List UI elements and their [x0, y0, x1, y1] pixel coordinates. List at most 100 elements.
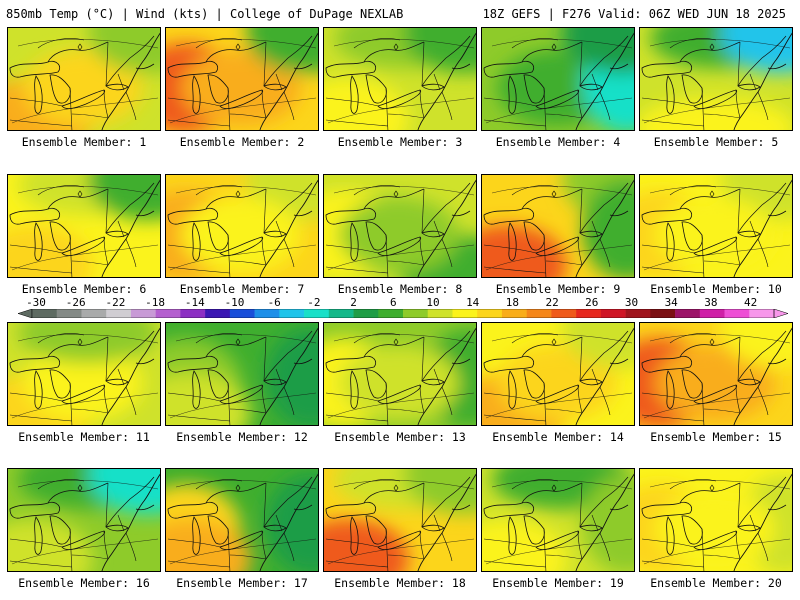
colorbar-tick-label: -10: [224, 296, 245, 309]
temperature-field: [166, 28, 318, 130]
ensemble-member-map: [323, 468, 477, 572]
colorbar-swatch: [353, 309, 379, 318]
ensemble-member-label: Ensemble Member: 5: [653, 135, 779, 149]
colorbar-tick-label: 30: [624, 296, 639, 309]
temperature-field: [8, 28, 160, 130]
colorbar-swatch: [551, 309, 577, 318]
ensemble-member-map: [639, 468, 793, 572]
colorbar-swatch: [526, 309, 552, 318]
ensemble-member-map: [481, 322, 635, 426]
colorbar-tick-label: 18: [505, 296, 520, 309]
ensemble-member-map: [7, 468, 161, 572]
colorbar-swatch: [81, 309, 107, 318]
ensemble-member-map: [323, 174, 477, 278]
colorbar-tick-label: -6: [267, 296, 281, 309]
colorbar-tick-label: -30: [26, 296, 46, 309]
colorbar-tick-label: 42: [743, 296, 758, 309]
colorbar-tick-label: 14: [466, 296, 480, 309]
ensemble-member-label: Ensemble Member: 6: [21, 282, 147, 296]
colorbar-swatch: [675, 309, 701, 318]
colorbar-swatch: [205, 309, 231, 318]
colorbar-swatch: [501, 309, 527, 318]
temperature-field: [482, 323, 634, 425]
colorbar-swatch: [328, 309, 354, 318]
ensemble-member-label: Ensemble Member: 2: [179, 135, 305, 149]
temperature-field: [640, 323, 792, 425]
colorbar-swatch: [106, 309, 132, 318]
ensemble-member-label: Ensemble Member: 3: [337, 135, 463, 149]
ensemble-member-label: Ensemble Member: 8: [337, 282, 463, 296]
ensemble-member-map: [165, 174, 319, 278]
colorbar-swatch: [32, 309, 58, 318]
ensemble-member-label: Ensemble Member: 14: [492, 430, 624, 444]
temperature-field: [8, 323, 160, 425]
colorbar-tick-label: -14: [184, 296, 205, 309]
temperature-field: [640, 28, 792, 130]
temperature-field: [640, 175, 792, 277]
colorbar-tick-label: 6: [389, 296, 397, 309]
colorbar-tick-label: -2: [307, 296, 321, 309]
temperature-field: [324, 469, 476, 571]
ensemble-member-map: [323, 27, 477, 131]
colorbar-swatch: [155, 309, 181, 318]
colorbar-swatch: [378, 309, 404, 318]
colorbar-swatch: [180, 309, 206, 318]
colorbar-swatch: [699, 309, 725, 318]
colorbar-swatch: [403, 309, 429, 318]
temperature-field: [166, 323, 318, 425]
colorbar-swatch: [576, 309, 602, 318]
colorbar-swatch: [477, 309, 503, 318]
ensemble-member-label: Ensemble Member: 10: [650, 282, 782, 296]
colorbar-swatch: [229, 309, 255, 318]
temperature-field: [8, 175, 160, 277]
ensemble-member-map: [639, 322, 793, 426]
colorbar-swatch: [749, 309, 775, 318]
temperature-field: [482, 469, 634, 571]
colorbar-swatch: [625, 309, 651, 318]
colorbar-swatch: [452, 309, 478, 318]
ensemble-member-map: [7, 27, 161, 131]
ensemble-member-map: [165, 468, 319, 572]
ensemble-member-label: Ensemble Member: 20: [650, 576, 782, 590]
colorbar-swatch: [650, 309, 676, 318]
header-title: 850mb Temp (°C) | Wind (kts) | College o…: [6, 7, 404, 21]
ensemble-member-map: [323, 322, 477, 426]
colorbar-tick-label: -26: [65, 296, 86, 309]
ensemble-member-map: [7, 174, 161, 278]
ensemble-member-map: [7, 322, 161, 426]
colorbar-swatch: [304, 309, 330, 318]
colorbar-tick-label: 26: [585, 296, 599, 309]
colorbar-swatch: [600, 309, 626, 318]
colorbar-tick-label: 22: [545, 296, 559, 309]
colorbar-swatch: [724, 309, 750, 318]
colorbar-swatch: [56, 309, 82, 318]
colorbar-swatch: [130, 309, 156, 318]
colorbar-swatch: [427, 309, 453, 318]
ensemble-member-label: Ensemble Member: 12: [176, 430, 308, 444]
colorbar-tick-label: 10: [426, 296, 440, 309]
colorbar-tick-label: 2: [350, 296, 357, 309]
temperature-field: [640, 469, 792, 571]
ensemble-member-label: Ensemble Member: 7: [179, 282, 305, 296]
ensemble-member-map: [639, 174, 793, 278]
temperature-field: [482, 175, 634, 277]
ensemble-member-label: Ensemble Member: 13: [334, 430, 466, 444]
header-valid-time: 18Z GEFS | F276 Valid: 06Z WED JUN 18 20…: [482, 7, 786, 21]
ensemble-member-label: Ensemble Member: 19: [492, 576, 624, 590]
colorbar-tick-label: 38: [704, 296, 718, 309]
temperature-field: [482, 28, 634, 130]
temperature-field: [166, 175, 318, 277]
colorbar-tick-label: -18: [145, 296, 166, 309]
ensemble-member-label: Ensemble Member: 16: [18, 576, 150, 590]
colorbar-swatch: [254, 309, 280, 318]
ensemble-member-map: [481, 27, 635, 131]
ensemble-member-label: Ensemble Member: 4: [495, 135, 621, 149]
ensemble-member-label: Ensemble Member: 1: [21, 135, 147, 149]
colorbar-swatch: [279, 309, 305, 318]
temperature-field: [166, 469, 318, 571]
ensemble-member-label: Ensemble Member: 9: [495, 282, 621, 296]
colorbar-tick-label: -22: [105, 296, 126, 309]
colorbar-tick-label: 34: [664, 296, 678, 309]
ensemble-member-label: Ensemble Member: 18: [334, 576, 466, 590]
temperature-field: [324, 323, 476, 425]
